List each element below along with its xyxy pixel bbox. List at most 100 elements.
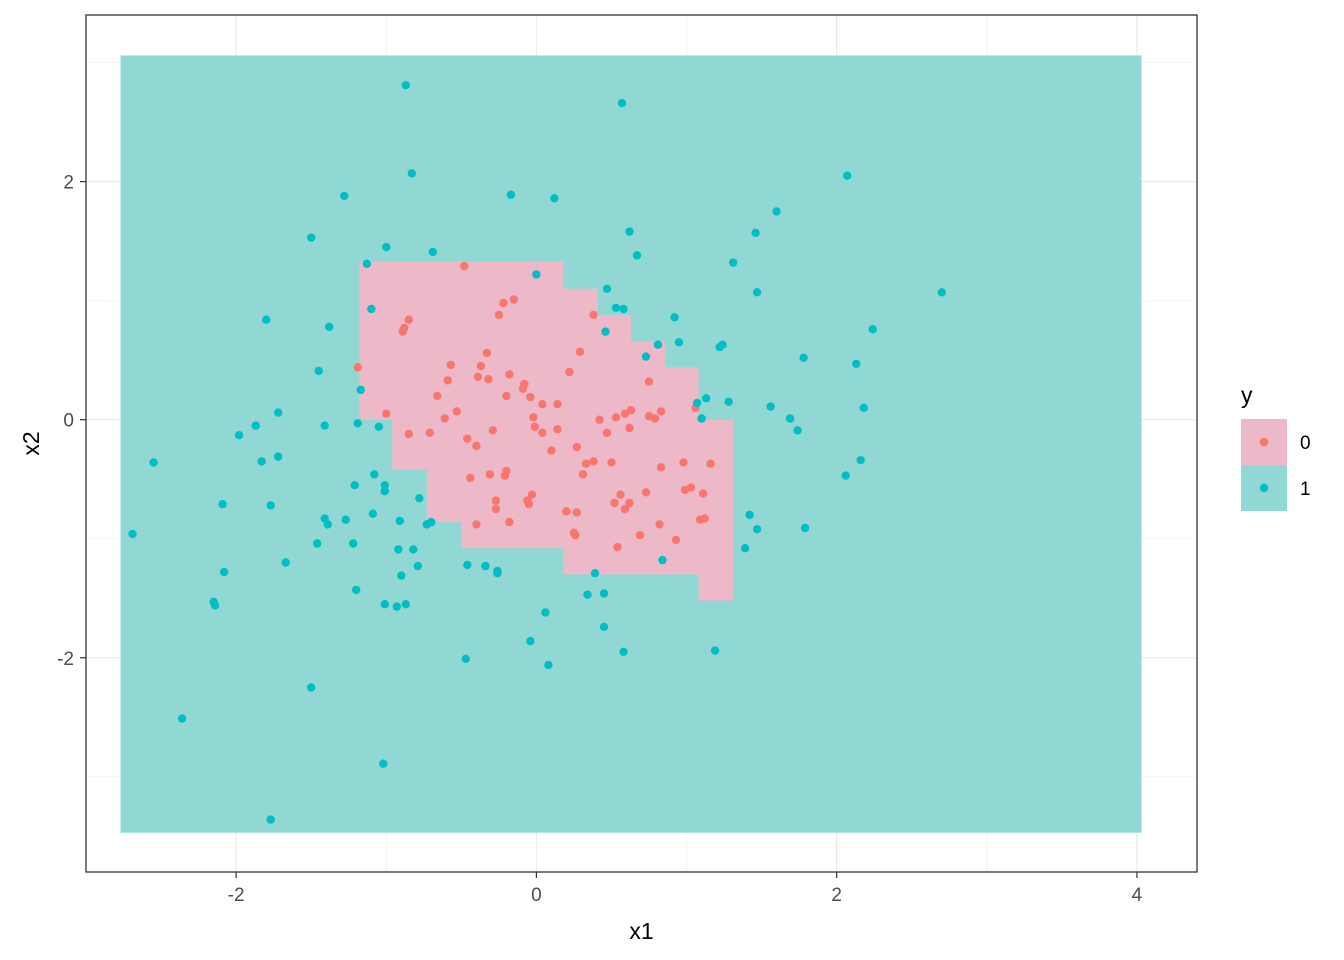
point-class-1 bbox=[323, 520, 332, 529]
point-class-0 bbox=[589, 310, 598, 320]
point-class-1 bbox=[701, 394, 711, 403]
point-class-1 bbox=[856, 456, 865, 465]
point-class-1 bbox=[728, 258, 738, 267]
point-class-0 bbox=[529, 413, 538, 422]
x-tick-label: 2 bbox=[831, 885, 842, 906]
point-class-1 bbox=[210, 601, 220, 610]
point-class-1 bbox=[257, 457, 266, 466]
point-class-0 bbox=[547, 446, 556, 455]
point-class-0 bbox=[581, 459, 591, 468]
point-class-0 bbox=[494, 310, 504, 320]
legend-title: y bbox=[1241, 382, 1253, 408]
point-class-0 bbox=[565, 367, 574, 377]
point-class-0 bbox=[473, 372, 483, 381]
point-class-1 bbox=[772, 207, 781, 216]
point-class-1 bbox=[325, 322, 334, 332]
point-class-1 bbox=[692, 398, 702, 408]
point-class-0 bbox=[446, 360, 455, 370]
point-class-1 bbox=[506, 190, 516, 199]
point-class-1 bbox=[859, 403, 868, 412]
point-class-0 bbox=[502, 391, 511, 401]
point-class-0 bbox=[571, 531, 580, 540]
point-class-1 bbox=[362, 259, 371, 268]
point-class-1 bbox=[350, 481, 359, 490]
point-class-0 bbox=[509, 295, 519, 304]
point-class-1 bbox=[800, 523, 810, 533]
x-axis-title: x1 bbox=[629, 918, 653, 944]
point-class-1 bbox=[395, 516, 404, 526]
point-class-1 bbox=[752, 288, 762, 297]
point-class-1 bbox=[751, 228, 760, 237]
point-class-1 bbox=[374, 422, 383, 431]
x-tick-label: 4 bbox=[1132, 885, 1143, 906]
legend-key-0-point bbox=[1259, 437, 1269, 447]
legend: y 0 1 bbox=[1241, 382, 1311, 511]
point-class-0 bbox=[491, 496, 501, 505]
point-class-0 bbox=[526, 392, 535, 402]
point-class-1 bbox=[274, 452, 283, 461]
point-class-1 bbox=[674, 338, 684, 347]
point-class-0 bbox=[433, 391, 442, 401]
point-class-1 bbox=[843, 171, 852, 180]
point-class-0 bbox=[679, 458, 688, 467]
point-class-1 bbox=[307, 683, 316, 692]
point-class-0 bbox=[686, 483, 696, 492]
point-class-0 bbox=[491, 504, 501, 514]
point-class-0 bbox=[656, 407, 666, 416]
point-class-1 bbox=[599, 589, 609, 598]
point-class-1 bbox=[274, 408, 283, 417]
point-class-1 bbox=[541, 608, 550, 617]
point-class-0 bbox=[440, 414, 449, 423]
legend-key-1-point bbox=[1259, 483, 1269, 493]
point-class-1 bbox=[341, 515, 350, 524]
point-class-1 bbox=[868, 325, 877, 334]
point-class-1 bbox=[266, 501, 275, 510]
y-tick-label: -2 bbox=[57, 649, 74, 670]
point-class-0 bbox=[382, 409, 391, 418]
point-class-0 bbox=[562, 507, 571, 516]
point-class-1 bbox=[599, 622, 609, 631]
point-class-0 bbox=[671, 535, 681, 545]
point-class-1 bbox=[766, 402, 775, 411]
point-class-1 bbox=[266, 815, 275, 824]
point-class-0 bbox=[625, 498, 634, 508]
point-class-0 bbox=[443, 376, 452, 385]
point-class-1 bbox=[481, 561, 490, 571]
point-class-1 bbox=[349, 539, 358, 548]
point-class-1 bbox=[619, 304, 628, 314]
point-class-0 bbox=[500, 471, 510, 480]
point-class-0 bbox=[626, 406, 636, 415]
point-class-1 bbox=[397, 571, 406, 580]
point-class-1 bbox=[262, 315, 271, 324]
point-class-1 bbox=[251, 421, 260, 430]
point-class-1 bbox=[544, 660, 553, 670]
point-class-0 bbox=[538, 400, 547, 409]
point-class-0 bbox=[602, 428, 612, 437]
point-class-1 bbox=[407, 169, 416, 178]
point-class-1 bbox=[382, 242, 391, 252]
point-class-0 bbox=[404, 429, 413, 439]
point-class-0 bbox=[530, 422, 540, 431]
point-class-0 bbox=[485, 470, 495, 479]
point-class-0 bbox=[575, 347, 585, 356]
point-class-1 bbox=[313, 539, 322, 548]
point-class-0 bbox=[572, 508, 582, 517]
point-class-1 bbox=[710, 646, 720, 655]
point-class-1 bbox=[352, 585, 361, 595]
point-class-0 bbox=[463, 434, 472, 443]
point-class-0 bbox=[425, 428, 434, 437]
point-class-0 bbox=[656, 463, 666, 472]
point-class-0 bbox=[644, 377, 654, 386]
point-class-0 bbox=[641, 488, 651, 497]
legend-label-0: 0 bbox=[1300, 433, 1311, 454]
point-class-1 bbox=[625, 227, 634, 236]
point-class-0 bbox=[616, 490, 625, 499]
point-class-1 bbox=[617, 98, 627, 108]
point-class-1 bbox=[601, 327, 610, 336]
point-class-1 bbox=[590, 569, 600, 578]
point-class-1 bbox=[461, 654, 470, 664]
point-class-1 bbox=[799, 353, 808, 362]
point-class-0 bbox=[620, 504, 630, 514]
point-class-1 bbox=[428, 247, 437, 257]
